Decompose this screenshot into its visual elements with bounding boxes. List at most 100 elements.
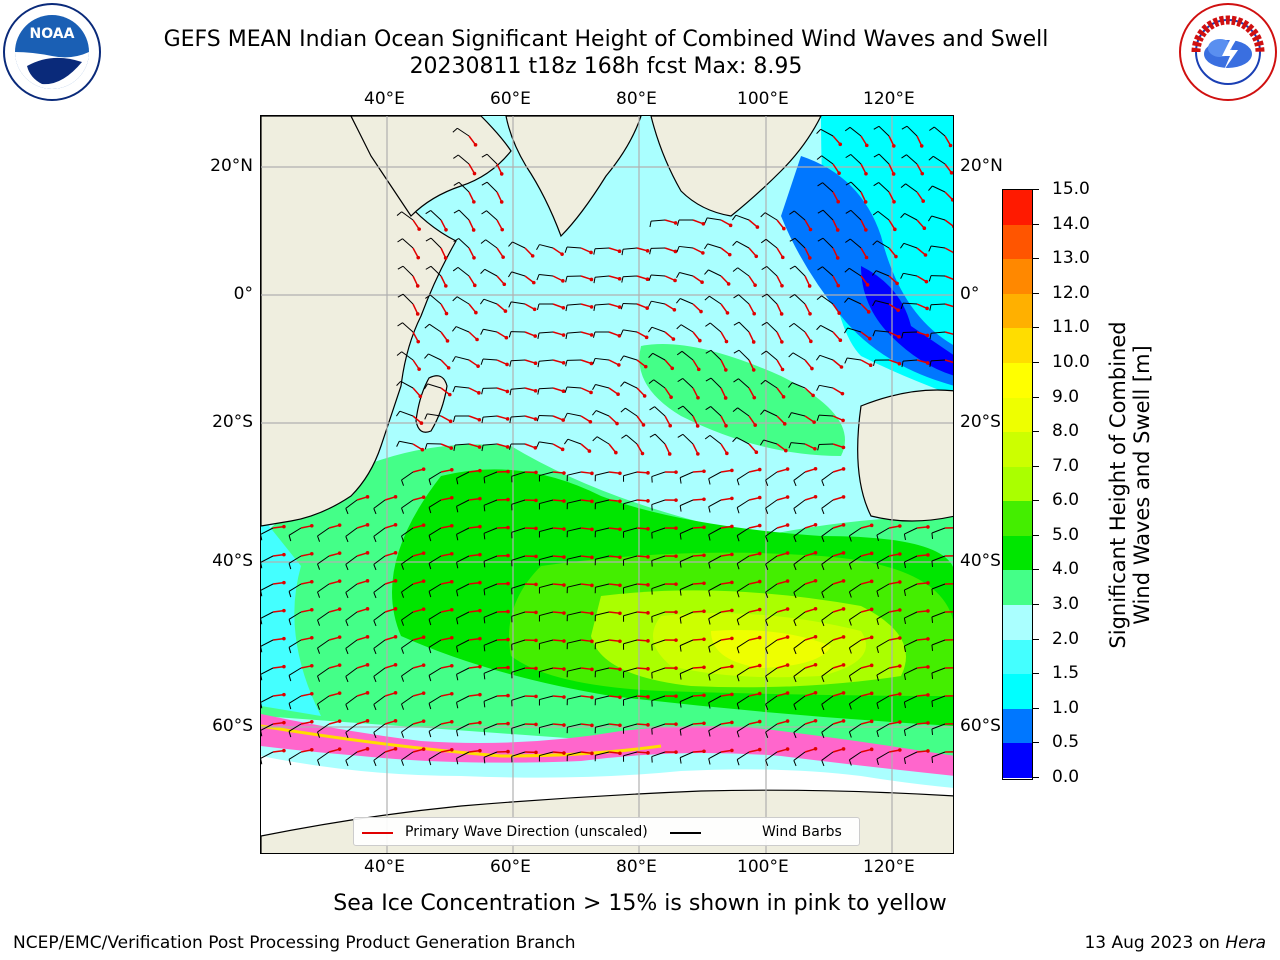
wave-arrow-head: [785, 663, 790, 667]
wave-arrow-head: [898, 692, 902, 696]
wind-barb-feather: [396, 441, 400, 447]
wind-barb-feather: [848, 759, 852, 766]
wind-barb-shaft: [931, 583, 946, 590]
colorbar-segment: [1003, 639, 1032, 675]
wind-barb-shaft: [345, 583, 358, 593]
wave-arrow-head: [724, 368, 728, 372]
wind-barb-shaft: [765, 499, 778, 509]
wind-barb-shaft: [765, 583, 778, 593]
wave-direction-arrow: [664, 415, 671, 427]
wind-barb-feather: [708, 730, 711, 737]
wind-barb-feather: [373, 676, 377, 683]
wind-barb-feather: [373, 760, 377, 767]
wind-barb-shaft: [456, 611, 470, 619]
wave-arrow-head: [752, 395, 757, 400]
wind-barb-shaft: [623, 695, 638, 701]
wind-barb-feather: [765, 647, 769, 654]
wave-arrow-head: [841, 635, 846, 639]
wave-direction-arrow: [552, 387, 564, 392]
wave-direction-arrow: [552, 443, 563, 450]
wave-direction-arrow: [384, 692, 396, 697]
wave-arrow-head: [534, 638, 538, 643]
wave-direction-arrow: [692, 750, 705, 753]
wind-barb-shaft: [623, 355, 638, 361]
wind-barb-feather: [620, 407, 626, 413]
wind-barb-shaft: [458, 209, 470, 221]
wind-barb-shaft: [373, 667, 386, 677]
wind-barb-shaft: [539, 527, 554, 533]
wind-barb-feather: [844, 126, 851, 132]
wind-barb-shaft: [623, 611, 638, 617]
wave-arrow-head: [757, 607, 762, 612]
wave-arrow-head: [416, 255, 421, 260]
wave-arrow-head: [472, 255, 476, 260]
wind-barb-shaft: [682, 433, 694, 445]
wind-barb-shaft: [373, 695, 386, 705]
wind-barb-shaft: [539, 359, 554, 362]
wave-arrow-head: [646, 695, 650, 699]
wave-arrow-head: [751, 368, 756, 372]
wind-barb-feather: [704, 243, 709, 250]
wind-barb-shaft: [849, 695, 862, 705]
wave-arrow-head: [365, 635, 370, 639]
wave-direction-arrow: [328, 664, 340, 669]
wave-arrow-head: [785, 495, 790, 499]
wind-barb-shaft: [401, 639, 414, 649]
wind-barb-feather: [708, 674, 711, 681]
wave-direction-arrow: [440, 469, 452, 473]
wind-barb-feather: [903, 645, 906, 653]
wind-barb-shaft: [456, 471, 470, 479]
wave-arrow-head: [530, 254, 535, 258]
wave-direction-arrow: [412, 552, 424, 557]
colorbar-tickmark: [1033, 638, 1039, 640]
colorbar-segment: [1003, 362, 1032, 398]
wave-direction-arrow: [692, 331, 701, 342]
wave-direction-arrow: [916, 331, 928, 337]
wave-arrow-head: [841, 523, 846, 527]
wave-direction-arrow: [524, 275, 535, 284]
wind-barb-shaft: [511, 271, 526, 277]
wave-arrow-head: [869, 635, 874, 640]
wind-barb-feather: [789, 294, 795, 299]
wave-direction-arrow: [328, 692, 340, 697]
wind-barb-feather: [903, 589, 906, 597]
wave-arrow-head: [282, 636, 286, 641]
wind-barb-shaft: [904, 751, 918, 759]
wind-barb-shaft: [821, 639, 834, 649]
wave-direction-arrow: [356, 720, 368, 725]
wind-barb-shaft: [679, 471, 694, 479]
wave-direction-arrow: [664, 387, 672, 398]
wind-barb-feather: [708, 478, 711, 485]
wind-barb-shaft: [876, 611, 890, 620]
wind-barb-shaft: [820, 324, 834, 333]
wave-direction-arrow: [720, 609, 732, 613]
wind-barb-shaft: [456, 723, 470, 731]
wave-arrow-head: [365, 663, 370, 667]
wave-direction-arrow: [440, 749, 452, 753]
wind-barb-feather: [815, 355, 821, 361]
wind-barb-shaft: [456, 527, 470, 535]
wave-direction-arrow: [860, 247, 868, 258]
wave-arrow-head: [926, 637, 930, 641]
wind-barb-shaft: [738, 294, 750, 305]
wave-arrow-head: [698, 338, 702, 343]
footer-host: Hera: [1225, 933, 1266, 953]
wave-arrow-head: [926, 553, 930, 557]
wave-arrow-head: [841, 663, 846, 667]
wind-barb-shaft: [737, 407, 750, 417]
wind-barb-feather: [620, 381, 625, 387]
wave-arrow-head: [562, 499, 566, 503]
wave-direction-arrow: [580, 611, 593, 615]
wind-barb-shaft: [821, 471, 834, 481]
wind-barb-shaft: [930, 303, 946, 306]
wave-arrow-head: [702, 525, 706, 530]
wind-barb-shaft: [317, 639, 330, 649]
wind-barb-feather: [428, 619, 432, 626]
wave-arrow-head: [813, 522, 818, 527]
wave-arrow-head: [780, 284, 784, 288]
wind-barb-feather: [765, 563, 769, 570]
wind-barb-shaft: [427, 383, 442, 389]
wave-arrow-head: [449, 496, 454, 500]
wave-arrow-head: [950, 198, 953, 202]
wave-direction-arrow: [272, 693, 285, 697]
